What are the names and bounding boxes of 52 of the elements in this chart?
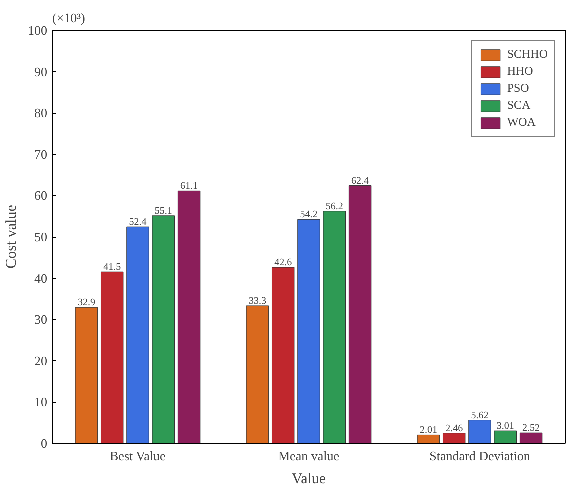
legend-label: SCA	[507, 98, 531, 113]
bar	[468, 420, 492, 444]
bar	[272, 267, 295, 444]
data-label: 42.6	[274, 258, 292, 269]
data-label: 54.2	[300, 210, 318, 221]
y-axis-title: Cost value	[4, 204, 20, 269]
y-tick-label: 40	[34, 270, 48, 286]
y-tick-label: 10	[34, 394, 48, 410]
y-tick-label: 50	[34, 230, 48, 244]
x-tick-label: Best Value	[110, 448, 166, 464]
data-label: 2.52	[522, 423, 540, 434]
bar	[298, 219, 320, 444]
data-label: 33.3	[248, 296, 266, 307]
legend-label: PSO	[507, 81, 530, 96]
data-label: 56.2	[326, 201, 344, 212]
data-label: 52.4	[129, 217, 147, 228]
y-tick-label: 80	[34, 106, 48, 121]
bar	[520, 432, 543, 444]
y-tick-label: 20	[34, 353, 48, 368]
bar	[100, 272, 124, 444]
bar	[152, 216, 176, 444]
bar	[442, 433, 466, 444]
bar	[417, 434, 440, 444]
bar	[494, 430, 518, 444]
bar	[178, 190, 201, 444]
bar	[246, 306, 270, 444]
x-axis-title: Value	[292, 472, 326, 488]
y-tick-label: 0	[41, 436, 48, 451]
legend-label: HHO	[507, 64, 534, 79]
data-label: 41.5	[104, 262, 122, 274]
data-label: 32.9	[78, 298, 96, 309]
x-tick-label: Mean value	[278, 448, 340, 464]
bar	[348, 186, 372, 444]
bar	[75, 307, 98, 444]
data-label: 55.1	[154, 206, 172, 217]
data-label: 2.46	[446, 423, 464, 434]
data-label: 61.1	[180, 181, 198, 192]
legend-label: SCHHO	[507, 47, 548, 62]
y-tick-label: 90	[34, 64, 48, 80]
y-tick-label: 100	[28, 23, 48, 38]
bar	[323, 211, 346, 444]
y-tick-label: 30	[34, 312, 48, 328]
y-tick-label: 60	[34, 188, 48, 204]
y-tick-label: 70	[34, 146, 48, 162]
bar	[126, 226, 150, 444]
x-tick-label: Standard Deviation	[430, 448, 531, 464]
text: (×10³)	[52, 10, 86, 26]
legend-label: WOA	[507, 115, 536, 130]
data-label: 3.01	[496, 421, 514, 432]
data-label: 5.62	[471, 410, 489, 422]
data-label: 2.01	[420, 425, 438, 436]
data-label: 62.4	[352, 176, 370, 187]
